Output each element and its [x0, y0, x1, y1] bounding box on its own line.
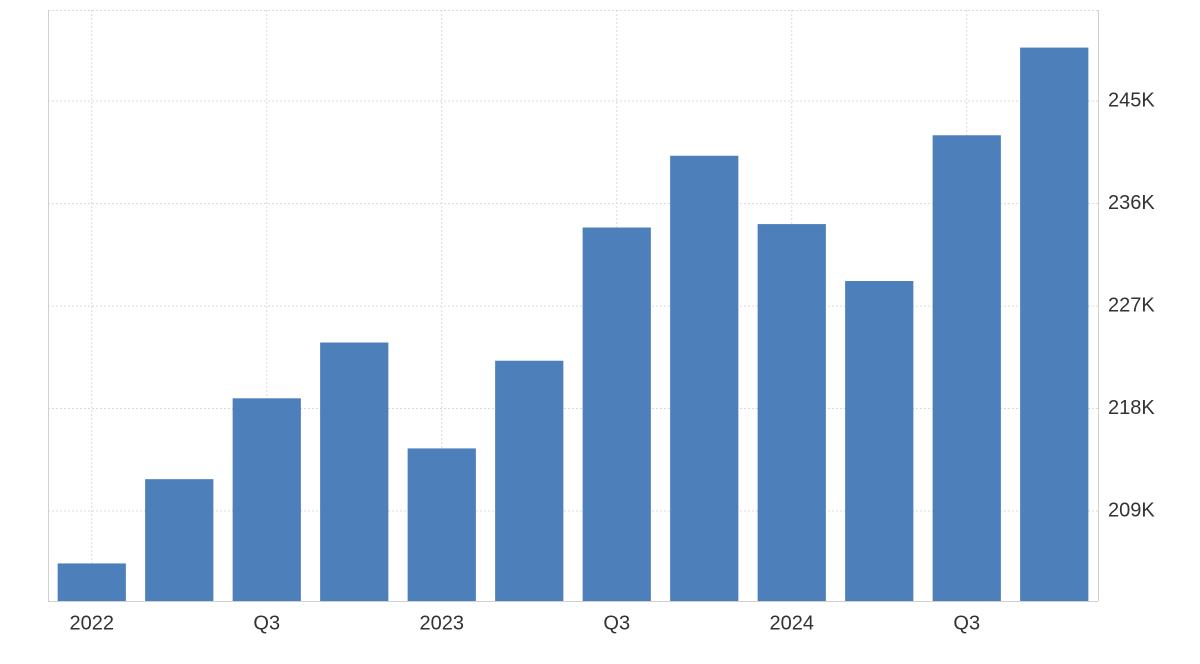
bar	[145, 479, 214, 601]
x-tick-label: Q3	[953, 612, 980, 634]
x-tick-label: 2024	[770, 612, 815, 634]
x-tick-label: Q3	[253, 612, 280, 634]
bar	[57, 563, 126, 601]
bar	[1020, 47, 1089, 602]
bar	[845, 281, 914, 601]
x-tick-label: Q3	[603, 612, 630, 634]
y-tick-label: 227K	[1108, 294, 1155, 316]
bar	[495, 360, 564, 601]
y-tick-label: 236K	[1108, 192, 1155, 214]
bar	[757, 224, 826, 601]
bar	[670, 155, 739, 601]
bar	[582, 227, 651, 601]
y-tick-label: 209K	[1108, 499, 1155, 521]
bar	[407, 448, 476, 601]
y-tick-label: 245K	[1108, 89, 1155, 111]
bar	[232, 398, 301, 601]
x-tick-label: 2022	[70, 612, 115, 634]
bar	[320, 342, 389, 601]
y-tick-label: 218K	[1108, 397, 1155, 419]
bar	[932, 135, 1001, 601]
x-tick-label: 2023	[420, 612, 465, 634]
